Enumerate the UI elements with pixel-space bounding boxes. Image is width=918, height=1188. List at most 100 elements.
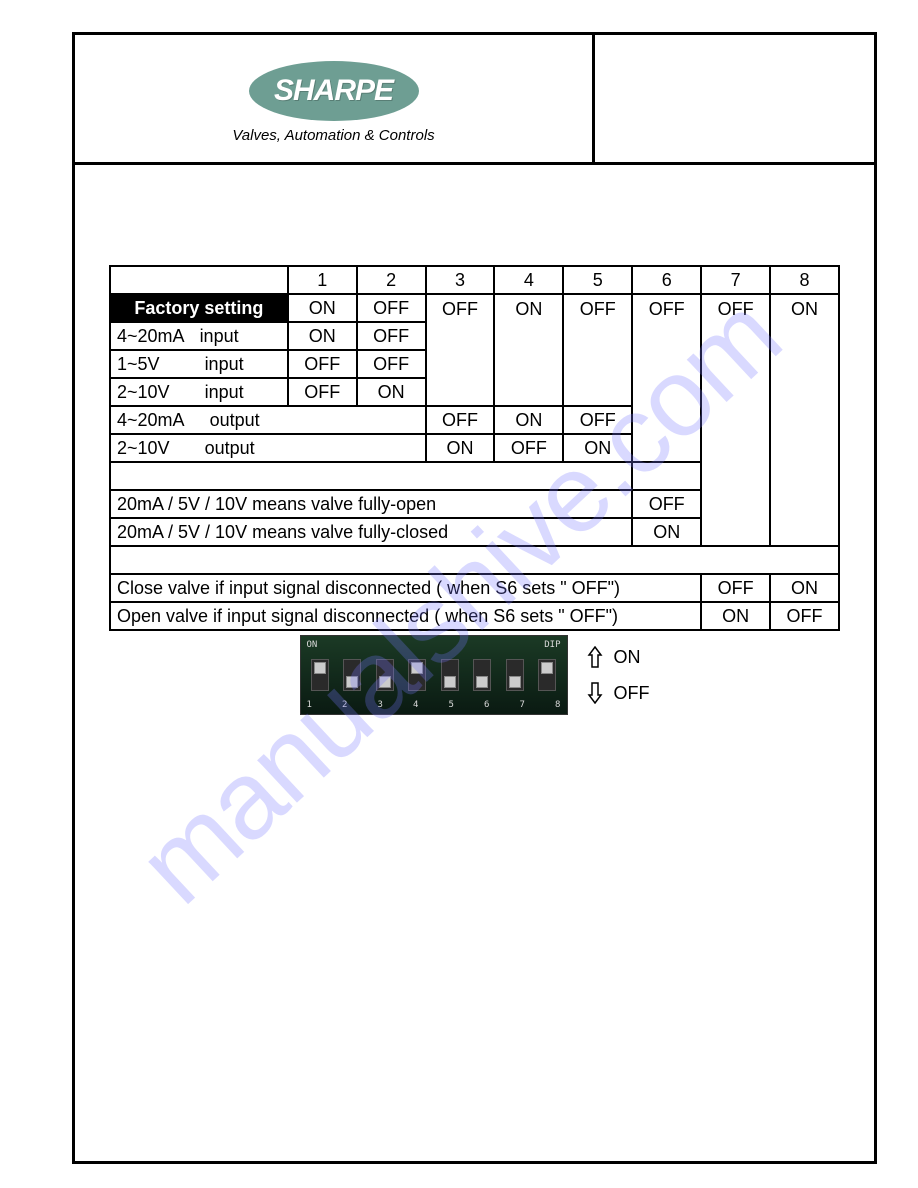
dip-slider — [476, 676, 488, 688]
dip-legend-off: OFF — [586, 681, 650, 705]
dip-number-label: 4 — [413, 700, 418, 710]
dip-switch-photo: ON DIP 1 2 3 4 5 6 7 8 — [300, 635, 568, 715]
content-area: 1 2 3 4 5 6 7 8 Factory setting ON OFF O… — [75, 165, 874, 715]
header-right-cell — [595, 35, 874, 162]
table-row: Open valve if input signal disconnected … — [110, 602, 839, 630]
dip-number-label: 8 — [555, 700, 560, 710]
col-header: 3 — [426, 266, 495, 294]
dip-switch-slot — [538, 659, 556, 691]
dip-legend-on: ON — [586, 645, 650, 669]
cell-val: OFF — [563, 406, 632, 434]
dip-photo-on-label: ON — [307, 640, 318, 650]
table-row: Factory setting ON OFF OFF ON OFF OFF OF… — [110, 294, 839, 322]
dip-number-label: 3 — [378, 700, 383, 710]
cell-val: ON — [701, 602, 770, 630]
dip-switch-slot — [441, 659, 459, 691]
cell-val: ON — [770, 574, 839, 602]
cell-val: OFF — [288, 350, 357, 378]
col-header: 7 — [701, 266, 770, 294]
factory-val: ON — [770, 294, 839, 546]
row-label: 20mA / 5V / 10V means valve fully-open — [110, 490, 632, 518]
cell-val: ON — [288, 322, 357, 350]
row-label: 4~20mA input — [110, 322, 288, 350]
cell-val: OFF — [701, 574, 770, 602]
cell-val: OFF — [426, 406, 495, 434]
col-header: 4 — [494, 266, 563, 294]
cell-val: ON — [357, 378, 426, 406]
dip-switch-illustration: ON DIP 1 2 3 4 5 6 7 8 ON OFF — [109, 635, 840, 715]
arrow-down-icon — [586, 681, 604, 705]
page-frame: SHARPE ® Valves, Automation & Controls 1… — [72, 32, 877, 1164]
cell-val: ON — [494, 406, 563, 434]
row-label: 2~10V input — [110, 378, 288, 406]
table-row: Close valve if input signal disconnected… — [110, 574, 839, 602]
col-header: 2 — [357, 266, 426, 294]
col-header: 1 — [288, 266, 357, 294]
dip-slider — [509, 676, 521, 688]
table-row: 1 2 3 4 5 6 7 8 — [110, 266, 839, 294]
dip-photo-top-labels: ON DIP — [307, 640, 561, 650]
dip-legend-on-label: ON — [614, 647, 641, 668]
brand-logo: SHARPE ® — [249, 61, 419, 121]
table-row — [110, 546, 839, 574]
cell-val: OFF — [770, 602, 839, 630]
factory-val: ON — [288, 294, 357, 322]
row-label: 2~10V output — [110, 434, 288, 462]
factory-val: OFF — [426, 294, 495, 406]
brand-logo-reg-icon: ® — [403, 65, 410, 76]
factory-val: OFF — [632, 294, 701, 462]
blank-cell — [357, 434, 426, 462]
factory-setting-label: Factory setting — [110, 294, 288, 322]
dip-number-label: 7 — [520, 700, 525, 710]
cell-val: OFF — [357, 350, 426, 378]
factory-val: OFF — [701, 294, 770, 546]
row-label: 20mA / 5V / 10V means valve fully-closed — [110, 518, 632, 546]
dip-number-label: 2 — [342, 700, 347, 710]
factory-val: OFF — [563, 294, 632, 406]
cell-val: OFF — [632, 490, 701, 518]
spacer-cell — [110, 546, 839, 574]
dip-slider — [411, 662, 423, 674]
blank-cell — [288, 406, 357, 434]
blank-header-cell — [110, 266, 288, 294]
brand-logo-text: SHARPE — [274, 74, 393, 108]
dip-switch-row — [307, 659, 561, 691]
brand-tagline: Valves, Automation & Controls — [232, 127, 434, 144]
cell-val: ON — [563, 434, 632, 462]
col-header: 5 — [563, 266, 632, 294]
cell-val: ON — [426, 434, 495, 462]
arrow-up-icon — [586, 645, 604, 669]
dip-slider — [346, 676, 358, 688]
dip-slider — [444, 676, 456, 688]
cell-val: ON — [632, 518, 701, 546]
dip-switch-slot — [473, 659, 491, 691]
dip-switch-slot — [506, 659, 524, 691]
dip-slider — [314, 662, 326, 674]
factory-val: ON — [494, 294, 563, 406]
blank-cell — [357, 406, 426, 434]
dip-photo-dip-label: DIP — [544, 640, 560, 650]
header-left-cell: SHARPE ® Valves, Automation & Controls — [75, 35, 595, 162]
blank-cell — [288, 434, 357, 462]
dip-switch-slot — [343, 659, 361, 691]
row-label: Open valve if input signal disconnected … — [110, 602, 701, 630]
spacer-cell — [110, 462, 632, 490]
dip-number-label: 6 — [484, 700, 489, 710]
cell-val: OFF — [357, 322, 426, 350]
col-header: 6 — [632, 266, 701, 294]
cell-val: OFF — [494, 434, 563, 462]
row-label: 1~5V input — [110, 350, 288, 378]
dip-switch-slot — [376, 659, 394, 691]
dip-legend: ON OFF — [586, 645, 650, 705]
dip-settings-table: 1 2 3 4 5 6 7 8 Factory setting ON OFF O… — [109, 265, 840, 631]
dip-slider — [379, 676, 391, 688]
row-label: 4~20mA output — [110, 406, 288, 434]
dip-switch-slot — [408, 659, 426, 691]
dip-slider — [541, 662, 553, 674]
dip-number-label: 5 — [449, 700, 454, 710]
dip-photo-numbers: 1 2 3 4 5 6 7 8 — [307, 700, 561, 710]
factory-val: OFF — [357, 294, 426, 322]
dip-switch-slot — [311, 659, 329, 691]
header-row: SHARPE ® Valves, Automation & Controls — [75, 35, 874, 165]
dip-number-label: 1 — [307, 700, 312, 710]
